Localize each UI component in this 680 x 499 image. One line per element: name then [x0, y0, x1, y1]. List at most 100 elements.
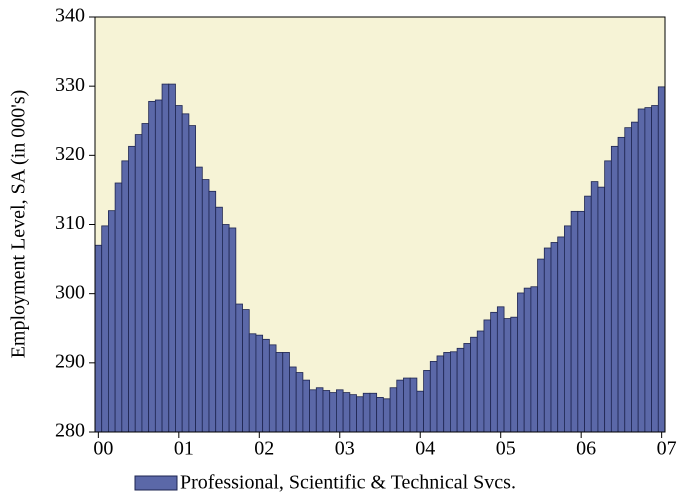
bar	[657, 86, 666, 433]
bar	[577, 210, 585, 433]
bar	[295, 372, 304, 433]
bar	[389, 387, 398, 433]
bar	[637, 108, 646, 433]
bar	[148, 100, 156, 433]
bar	[604, 160, 612, 433]
bar	[610, 145, 619, 433]
x-tick-label: 07	[657, 438, 677, 460]
y-tick-label: 340	[55, 5, 85, 27]
bar	[201, 179, 210, 433]
bar	[322, 390, 331, 433]
bar	[624, 127, 632, 433]
bar	[342, 392, 351, 433]
bar	[416, 390, 424, 433]
x-tick-label: 02	[254, 438, 274, 460]
bar	[222, 224, 230, 433]
bar	[309, 389, 317, 433]
bar	[382, 398, 391, 433]
x-tick-label: 01	[174, 438, 194, 460]
y-tick-label: 330	[55, 74, 85, 96]
bar	[483, 319, 492, 433]
plot-frame	[94, 16, 666, 433]
bar	[336, 389, 344, 433]
bar	[134, 134, 143, 433]
bar	[550, 242, 559, 433]
bar	[396, 379, 404, 433]
bar	[282, 352, 290, 433]
y-tick-label: 310	[55, 212, 85, 234]
bar	[537, 258, 545, 433]
bar	[114, 182, 123, 433]
bar	[168, 83, 176, 433]
bar	[349, 394, 357, 433]
bar	[409, 377, 418, 433]
bar	[362, 392, 371, 433]
bar	[570, 210, 579, 433]
x-tick-label: 00	[93, 438, 113, 460]
legend-label: Professional, Scientific & Technical Svc…	[180, 472, 516, 494]
bar	[128, 145, 136, 433]
bar	[141, 123, 150, 433]
bar	[255, 334, 264, 433]
bar	[268, 344, 277, 433]
bar	[429, 361, 438, 433]
bar	[315, 387, 324, 433]
bar	[490, 311, 498, 433]
bar	[235, 303, 243, 433]
bar	[108, 210, 116, 433]
bar	[564, 225, 572, 433]
bar	[503, 318, 512, 433]
bar	[403, 377, 411, 433]
bar	[248, 333, 257, 433]
bar	[242, 309, 250, 433]
bar	[450, 351, 458, 433]
x-tick-label: 06	[576, 438, 596, 460]
bar	[154, 99, 163, 433]
bar	[443, 352, 451, 433]
y-tick-label: 290	[55, 350, 85, 372]
bar	[651, 105, 659, 433]
bar	[597, 186, 606, 433]
bar	[356, 396, 364, 433]
bar	[463, 343, 471, 433]
legend-swatch	[134, 475, 178, 491]
bar	[590, 181, 599, 433]
bar	[496, 306, 505, 433]
bar	[631, 121, 639, 433]
bar	[101, 225, 109, 433]
bar	[456, 347, 465, 433]
bar	[329, 392, 337, 433]
bar	[289, 366, 297, 433]
bar	[510, 316, 518, 433]
bar	[161, 83, 170, 433]
bar	[275, 352, 284, 433]
bar	[188, 125, 196, 433]
x-tick-label: 05	[496, 438, 516, 460]
bar	[195, 166, 203, 433]
bar	[644, 107, 652, 433]
bar	[302, 379, 310, 433]
bar	[530, 286, 538, 433]
bar	[94, 244, 103, 433]
bar	[476, 330, 485, 433]
bar	[228, 227, 237, 433]
bar	[121, 160, 129, 433]
y-tick-label: 320	[55, 143, 85, 165]
bar	[557, 236, 565, 433]
bar	[584, 195, 592, 433]
x-tick-label: 03	[335, 438, 355, 460]
bar	[423, 370, 431, 433]
bar	[436, 355, 445, 433]
y-tick-label: 280	[55, 420, 85, 442]
bar	[175, 105, 183, 433]
bar	[543, 247, 552, 433]
bar	[617, 136, 626, 433]
bar	[376, 397, 384, 433]
bar	[215, 206, 223, 433]
bar	[208, 190, 217, 433]
x-tick-label: 04	[415, 438, 435, 460]
bar	[523, 287, 532, 433]
y-axis-label: Employment Level, SA (in 000's)	[8, 90, 30, 359]
bar	[470, 336, 478, 433]
